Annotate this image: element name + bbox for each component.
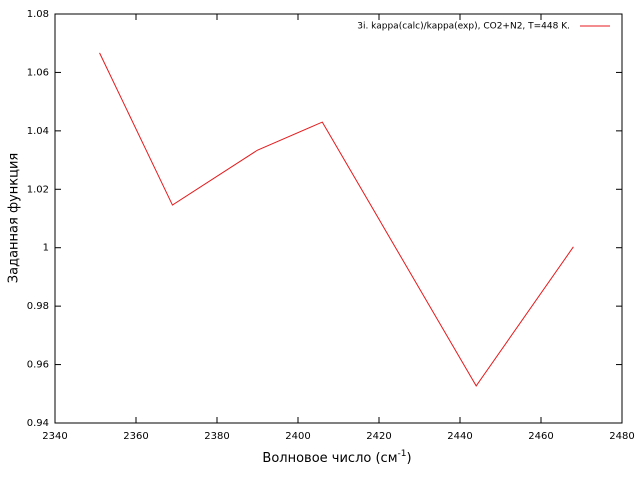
y-tick-label: 0.96 — [27, 360, 49, 371]
y-tick-label: 1.02 — [27, 184, 49, 195]
y-tick-label: 1.06 — [27, 67, 49, 78]
y-tick-label: 0.98 — [27, 301, 49, 312]
y-tick-label: 1.08 — [27, 9, 49, 20]
x-tick-label: 2480 — [609, 431, 634, 442]
x-tick-label: 2440 — [447, 431, 472, 442]
x-label-tail: ) — [406, 451, 411, 466]
y-tick-label: 1.04 — [27, 126, 49, 137]
x-axis-label: Волновое число (см-1) — [262, 449, 411, 466]
legend-label: 3i. kappa(calc)/kappa(exp), CO2+N2, T=44… — [357, 22, 570, 32]
x-label-text: Волновое число (см — [262, 451, 397, 466]
y-tick-label: 0.94 — [27, 418, 49, 429]
plot-frame — [54, 13, 623, 424]
x-tick-label: 2380 — [204, 431, 229, 442]
x-tick-label: 2360 — [123, 431, 148, 442]
data-line — [99, 52, 574, 387]
y-tick-label: 1 — [43, 243, 49, 254]
x-tick-label: 2340 — [42, 431, 67, 442]
x-tick-label: 2420 — [366, 431, 391, 442]
x-tick-label: 2460 — [528, 431, 553, 442]
y-axis-label: Заданная функция — [7, 153, 22, 283]
x-tick-label: 2400 — [285, 431, 310, 442]
x-label-sup: -1 — [398, 449, 407, 459]
